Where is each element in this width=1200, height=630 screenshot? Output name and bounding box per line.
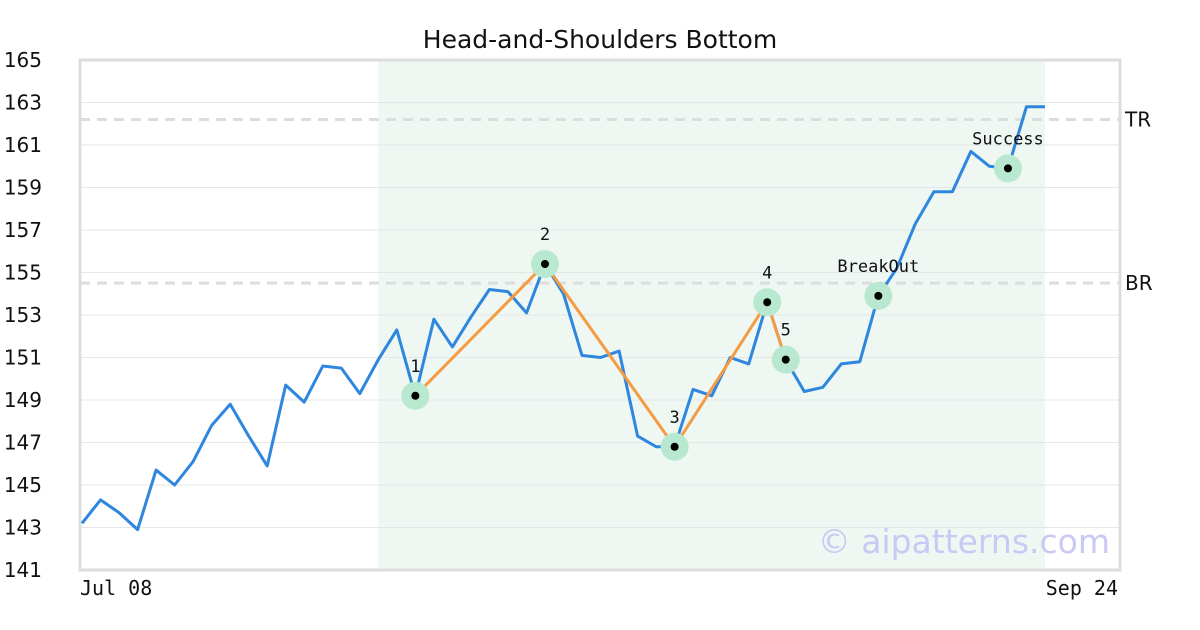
- marker-dot-4: [763, 298, 772, 307]
- chart-title: Head-and-Shoulders Bottom: [423, 25, 777, 54]
- y-tick-label: 149: [4, 388, 42, 412]
- marker-label-4: 4: [762, 263, 772, 283]
- level-lines: TR BR: [80, 108, 1153, 295]
- marker-label-3: 3: [669, 408, 679, 428]
- level-label-br: BR: [1125, 271, 1153, 295]
- x-tick-label: Jul 08: [80, 576, 152, 600]
- y-tick-label: 147: [4, 431, 42, 455]
- pattern-markers: 1 2 3 4 5 BreakOut Success: [401, 129, 1044, 461]
- y-tick-label: 163: [4, 91, 42, 115]
- y-tick-label: 161: [4, 133, 42, 157]
- y-tick-label: 141: [4, 558, 42, 582]
- watermark: © aipatterns.com: [818, 522, 1110, 561]
- marker-dot-breakout: [874, 291, 883, 300]
- y-tick-label: 151: [4, 346, 42, 370]
- marker-dot-success: [1003, 164, 1012, 173]
- marker-label-2: 2: [540, 225, 550, 245]
- marker-label-1: 1: [410, 357, 420, 377]
- marker-dot-5: [781, 355, 790, 364]
- marker-dot-3: [670, 442, 679, 451]
- x-tick-label: Sep 24: [1046, 576, 1118, 600]
- plot-frame: [78, 58, 1122, 572]
- x-axis-ticks: Jul 08 Sep 24: [80, 576, 1118, 600]
- marker-label-breakout: BreakOut: [837, 257, 919, 277]
- y-tick-label: 165: [4, 48, 42, 72]
- grid-lines: [80, 59, 1120, 571]
- marker-label-success: Success: [972, 129, 1044, 149]
- y-tick-label: 153: [4, 303, 42, 327]
- y-tick-label: 159: [4, 176, 42, 200]
- marker-dot-1: [411, 391, 420, 400]
- level-label-tr: TR: [1124, 108, 1151, 132]
- y-axis-ticks: 141 143 145 147 149 151 153 155 157 159 161 163 165: [4, 48, 42, 582]
- y-tick-label: 155: [4, 261, 42, 285]
- y-tick-label: 145: [4, 473, 42, 497]
- y-tick-label: 157: [4, 218, 42, 242]
- y-tick-label: 143: [4, 516, 42, 540]
- marker-dot-2: [540, 260, 549, 268]
- marker-label-5: 5: [781, 321, 791, 341]
